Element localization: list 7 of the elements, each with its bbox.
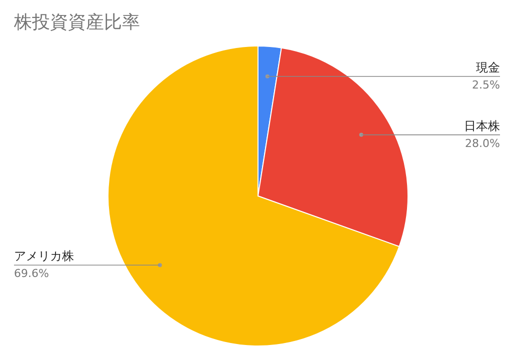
slice-label: 日本株: [464, 118, 500, 133]
data-label: 2.5%: [472, 78, 500, 92]
data-label: 69.6%: [14, 267, 49, 280]
slice-label: 現金: [476, 60, 500, 74]
data-label: 28.0%: [465, 136, 500, 150]
slice-label: アメリカ株: [14, 249, 74, 264]
chart-title: 株投資資産比率: [13, 12, 140, 33]
